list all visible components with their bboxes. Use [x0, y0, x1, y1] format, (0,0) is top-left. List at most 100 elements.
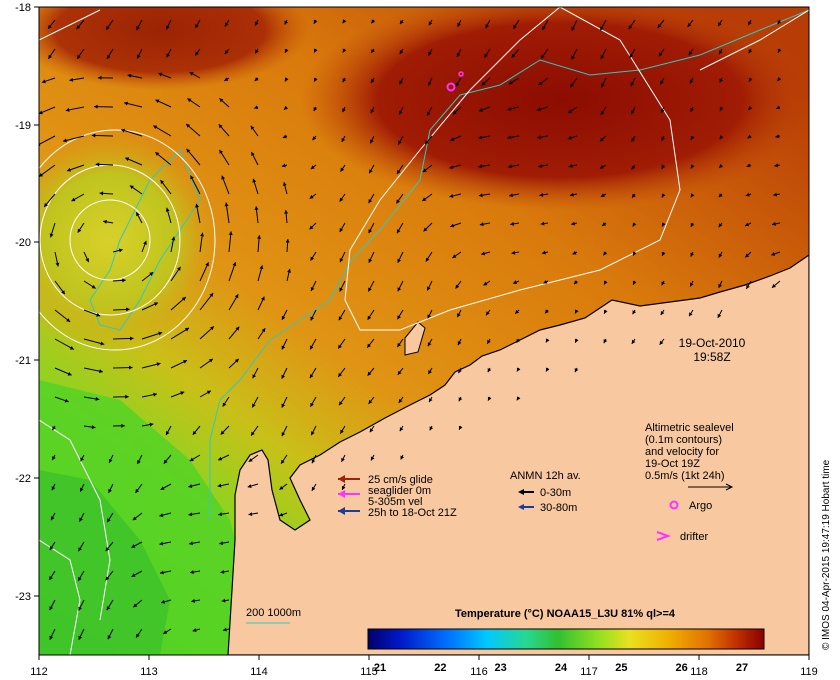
velocity-arrow: [78, 628, 85, 640]
velocity-arrow: [228, 262, 237, 282]
velocity-arrow: [224, 202, 230, 224]
velocity-arrow: [310, 425, 317, 436]
velocity-arrow: [228, 231, 233, 253]
velocity-arrow: [131, 570, 143, 578]
argo-marker-icon: [669, 500, 679, 510]
island: [404, 321, 426, 356]
velocity-arrow: [748, 77, 753, 83]
velocity-arrow: [83, 367, 103, 374]
velocity-arrow: [516, 338, 521, 344]
date-label: 19-Oct-2010: [679, 336, 746, 350]
velocity-arrow: [190, 175, 201, 195]
velocity-arrow: [366, 338, 375, 348]
velocity-arrow: [191, 598, 201, 603]
velocity-arrow: [630, 77, 636, 87]
velocity-arrow: [399, 77, 404, 85]
velocity-arrow: [228, 326, 240, 340]
velocity-arrow: [771, 221, 781, 226]
velocity-arrow: [367, 309, 375, 321]
velocity-arrow: [747, 19, 752, 26]
velocity-arrow: [77, 222, 85, 233]
velocity-arrow: [257, 235, 262, 253]
sealevel-line2: (0.1m contours): [645, 434, 722, 446]
sealevel-line5: 0.5m/s (1kt 24h): [645, 470, 724, 482]
velocity-arrow: [478, 164, 491, 169]
velocity-arrow: [281, 425, 288, 437]
velocity-arrow: [78, 599, 85, 611]
velocity-arrow: [599, 164, 607, 169]
velocity-arrow: [105, 19, 114, 31]
velocity-arrow: [152, 125, 172, 137]
seaglider-label: seaglider 0m: [368, 485, 431, 497]
velocity-arrow: [425, 251, 433, 262]
velocity-arrow: [687, 19, 694, 28]
velocity-arrow: [165, 19, 172, 30]
velocity-arrow: [512, 280, 520, 284]
velocity-arrow: [251, 396, 259, 408]
velocity-arrow: [107, 628, 114, 640]
velocity-arrow: [629, 48, 636, 59]
velocity-arrow: [311, 483, 317, 492]
velocity-arrow: [281, 396, 288, 408]
colorbar-tick-label: 26: [676, 662, 688, 674]
velocity-arrow: [83, 425, 96, 430]
velocity-arrow: [397, 251, 404, 263]
velocity-arrow: [279, 483, 288, 491]
velocity-arrow: [170, 391, 185, 398]
y-tick-label: -18: [15, 2, 31, 14]
colorbar: Temperature (°C) NOAA15_L3U 81% ql>=4 21…: [367, 608, 765, 674]
velocity-arrow: [83, 251, 90, 263]
velocity-arrow: [658, 48, 665, 57]
velocity-arrow: [49, 628, 56, 640]
velocity-arrow: [188, 512, 201, 517]
velocity-arrow: [187, 98, 201, 108]
velocity-arrow: [603, 338, 608, 344]
velocity-arrow: [135, 212, 143, 224]
velocity-arrow: [452, 251, 462, 259]
velocity-arrow: [284, 48, 289, 54]
velocity-arrow: [690, 164, 695, 169]
y-tick-label: -20: [15, 237, 31, 249]
velocity-arrow: [54, 280, 66, 295]
velocity-arrow: [257, 327, 266, 340]
velocity-arrow: [571, 221, 578, 226]
velocity-arrow: [254, 48, 259, 54]
velocity-arrow: [120, 128, 143, 137]
velocity-arrow: [254, 206, 259, 224]
colorbar-ticks: 21 22 23 24 25 26 27: [374, 662, 748, 674]
velocity-arrow: [105, 570, 114, 581]
velocity-arrow: [397, 280, 404, 292]
velocity-arrow: [422, 164, 433, 173]
velocity-arrow: [342, 106, 346, 113]
velocity-arrow: [456, 309, 462, 318]
velocity-arrow: [218, 512, 230, 517]
velocity-arrow: [718, 193, 723, 198]
velocity-arrow: [141, 271, 154, 282]
velocity-arrow: [777, 48, 782, 53]
velocity-arrow: [456, 48, 462, 58]
velocity-arrow: [131, 541, 143, 549]
velocity-arrow: [65, 106, 85, 112]
velocity-arrow: [160, 483, 172, 491]
velocity-arrow: [717, 309, 723, 319]
velocity-arrow: [452, 106, 462, 115]
velocity-arrow: [368, 222, 375, 234]
velocity-arrow: [154, 151, 172, 166]
velocity-arrow: [284, 77, 289, 82]
velocity-arrow: [309, 396, 317, 408]
velocity-arrow: [112, 248, 123, 253]
velocity-arrow: [170, 296, 187, 311]
velocity-arrow: [661, 164, 666, 170]
velocity-arrow: [141, 362, 161, 369]
velocity-arrow: [601, 222, 607, 227]
velocity-arrow: [224, 48, 230, 55]
velocity-arrow: [771, 280, 781, 289]
velocity-arrow: [141, 392, 158, 398]
velocity-arrow: [599, 19, 607, 31]
velocity-arrow: [422, 193, 433, 202]
velocity-arrow: [94, 104, 114, 109]
colorbar-tick-label: 22: [434, 662, 446, 674]
velocity-arrow: [51, 425, 56, 431]
velocity-arrow: [775, 105, 781, 110]
velocity-arrow: [283, 105, 288, 111]
